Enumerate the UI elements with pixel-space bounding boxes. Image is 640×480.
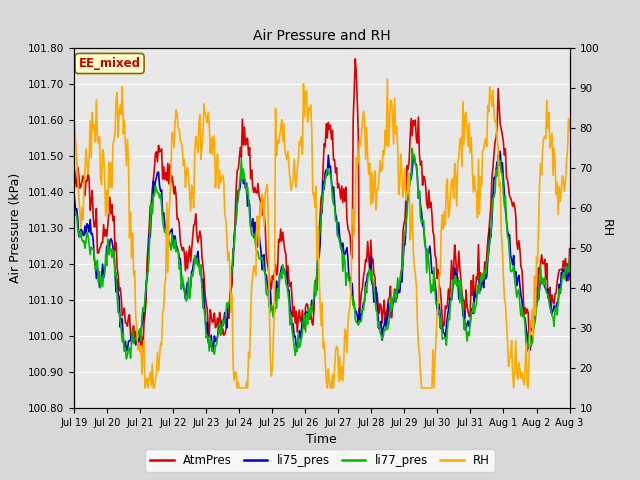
Y-axis label: RH: RH [600,219,613,237]
Legend: AtmPres, li75_pres, li77_pres, RH: AtmPres, li75_pres, li77_pres, RH [145,449,495,472]
Y-axis label: Air Pressure (kPa): Air Pressure (kPa) [9,173,22,283]
X-axis label: Time: Time [306,433,337,446]
Title: Air Pressure and RH: Air Pressure and RH [253,29,390,43]
Text: EE_mixed: EE_mixed [79,57,141,70]
